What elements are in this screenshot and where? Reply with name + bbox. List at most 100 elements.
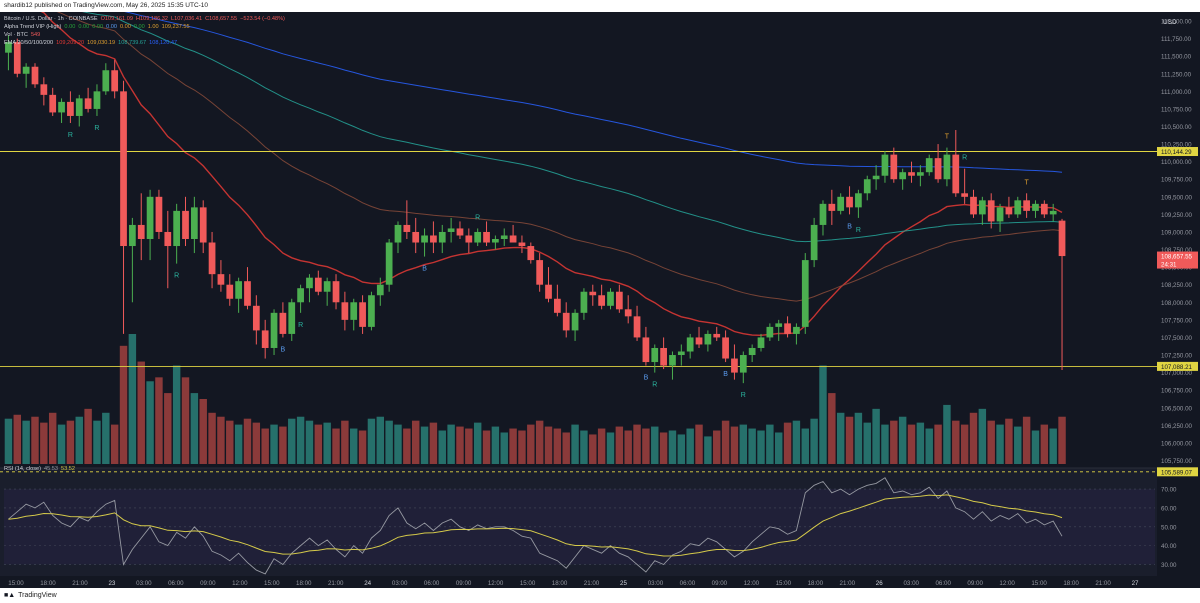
candle-body	[173, 210, 181, 247]
legend-rsi: RSI (14, close) 45.53 53.52	[4, 466, 78, 472]
price-tick-label: 110,500.00	[1161, 124, 1192, 131]
volume-bar	[1005, 418, 1013, 464]
volume-bar	[4, 418, 13, 464]
candle-body	[75, 98, 83, 116]
candle-body	[925, 158, 933, 173]
time-tick-label: 12:00	[488, 580, 504, 587]
volume-bar	[1022, 416, 1031, 464]
signal-label: B	[723, 371, 728, 378]
candle-body	[793, 326, 800, 334]
candle-body	[146, 196, 154, 239]
time-tick-label: 15:00	[264, 580, 280, 587]
time-tick-label: 15:00	[8, 580, 24, 587]
volume-bar	[332, 428, 340, 464]
candle-body	[970, 196, 977, 215]
volume-bar	[651, 426, 659, 464]
volume-bar	[323, 422, 331, 464]
legend-volume: Vol · BTC 549	[4, 32, 43, 38]
candle-body	[908, 172, 915, 176]
candle-body	[828, 203, 836, 211]
candle-body	[509, 235, 517, 243]
volume-bar	[819, 365, 827, 464]
candle-body	[739, 355, 747, 373]
price-tick-label: 111,000.00	[1161, 89, 1192, 96]
volume-bar	[102, 412, 110, 464]
signal-label: B	[422, 266, 427, 273]
candle-body	[288, 302, 296, 334]
volume-bar	[491, 426, 500, 464]
footer: ■▲ TradingView	[0, 588, 1200, 603]
candle-body	[394, 224, 402, 243]
candle-body	[84, 98, 92, 109]
legend-value: −523.54 (−0.48%)	[240, 16, 285, 22]
time-tick-label: 26	[876, 580, 883, 587]
legend-ema: EMA 20/50/100/200 109,209.20 109,030.19 108…	[4, 40, 180, 46]
candle-body	[1058, 220, 1066, 257]
candle-body	[465, 235, 473, 243]
volume-bar	[420, 426, 429, 464]
candle-body	[297, 288, 304, 303]
volume-bar	[172, 365, 181, 464]
candle-body	[651, 347, 659, 363]
price-tick-label: 108,000.00	[1161, 300, 1193, 307]
candle-body	[13, 42, 21, 74]
price-axis-background	[1157, 12, 1200, 588]
time-tick-label: 23	[108, 580, 115, 587]
volume-bar	[916, 422, 925, 464]
candle-body	[341, 302, 349, 320]
volume-bar	[774, 432, 783, 464]
candle-body	[978, 200, 986, 215]
candle-body	[527, 246, 535, 261]
volume-bar	[226, 420, 234, 464]
time-tick-label: 09:00	[456, 580, 472, 587]
volume-bar	[721, 420, 730, 464]
volume-bar	[642, 428, 650, 464]
candle-body	[93, 91, 101, 109]
rsi-tick-label: 30.00	[1161, 562, 1177, 569]
candle-body	[438, 231, 446, 243]
candle-body	[58, 101, 65, 113]
volume-bar	[358, 430, 367, 464]
candle-body	[863, 179, 871, 194]
candle-body	[430, 235, 437, 243]
volume-bar	[465, 428, 473, 464]
rsi-line	[8, 477, 1063, 575]
candle-body	[456, 228, 464, 236]
time-tick-label: 25	[620, 580, 627, 587]
price-tick-label: 106,750.00	[1161, 388, 1193, 395]
volume-bar	[553, 428, 562, 464]
time-tick-label: 21:00	[1095, 580, 1111, 587]
price-label-level	[1157, 467, 1198, 477]
volume-bar	[810, 418, 818, 464]
price-label-text: 105,589.07	[1161, 469, 1193, 476]
footer-brand[interactable]: TradingView	[18, 592, 57, 599]
candle-body	[943, 154, 951, 180]
volume-bar	[367, 418, 376, 464]
candle-body	[624, 309, 632, 317]
candle-body	[987, 200, 995, 222]
legend-value: 108,120.47	[149, 40, 178, 46]
legend-value: 0.00	[64, 24, 76, 30]
time-tick-label: 18:00	[808, 580, 824, 587]
chart-area[interactable]: RRRBRBRBRBRBRTRTUSD112,000.00111,750.001…	[0, 12, 1200, 588]
tradingview-logo-icon: ■▲	[4, 592, 16, 599]
candle-body	[244, 281, 251, 306]
volume-bar	[952, 420, 960, 464]
volume-bar	[854, 412, 863, 464]
legend-value: 109,209.20	[56, 40, 85, 46]
signal-label: B	[281, 346, 286, 353]
signal-label: R	[962, 155, 967, 162]
rsi-tick-label: 40.00	[1161, 543, 1177, 550]
candle-body	[182, 210, 189, 239]
time-tick-label: 06:00	[424, 580, 440, 587]
volume-bar	[84, 408, 92, 464]
volume-bar	[411, 420, 420, 464]
candle-body	[102, 70, 110, 92]
price-tick-label: 108,750.00	[1161, 247, 1193, 254]
volume-bar	[1014, 426, 1022, 464]
candle-body	[314, 277, 322, 292]
candle-body	[483, 231, 490, 243]
volume-bar	[509, 428, 517, 464]
price-tick-label: 107,500.00	[1161, 335, 1193, 342]
price-tick-label: 110,250.00	[1161, 142, 1192, 149]
